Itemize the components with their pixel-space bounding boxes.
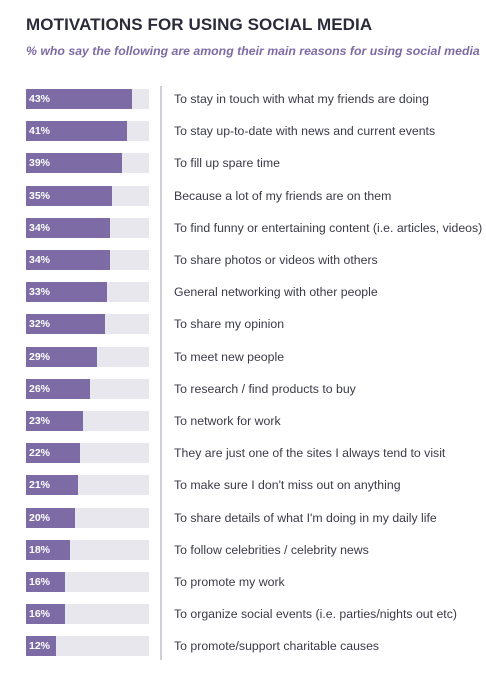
axis-divider [160, 86, 162, 660]
bar-row: 34% To find funny or entertaining content… [0, 217, 486, 238]
bar [26, 378, 90, 399]
category-label: To share my opinion [174, 317, 285, 332]
chart-subtitle: % who say the following are among their … [26, 44, 480, 58]
bar [26, 443, 81, 464]
category-label: To network for work [174, 414, 281, 428]
category-label: To promote my work [174, 575, 285, 589]
bar-value-label: 20% [29, 511, 51, 524]
bar [26, 411, 83, 431]
bar [26, 539, 71, 560]
category-label: To share details of what I'm doing in my… [174, 510, 437, 525]
bar [26, 89, 132, 109]
bar-row: 43% To stay in touch with what my friends… [0, 89, 486, 109]
bar-row: 26% To research / find products to buy [0, 378, 486, 399]
bar-row: 12% To promote/support charitable causes [0, 636, 486, 657]
category-label: To promote/support charitable causes [174, 639, 380, 654]
bar-value-label: 26% [29, 382, 51, 395]
bar-value-label: 18% [29, 543, 51, 556]
bar-row: 21% To make sure I don't miss out on anyt… [0, 475, 486, 496]
bar-row: 16% To organize social events (i.e. parti… [0, 604, 486, 625]
bar-value-label: 43% [29, 93, 51, 105]
bar-value-label: 34% [29, 221, 51, 234]
bar-value-label: 35% [29, 189, 51, 202]
bar-value-label: 39% [29, 157, 51, 170]
bar [26, 475, 78, 496]
category-label: To share photos or videos with others [174, 253, 378, 267]
bar-value-label: 34% [29, 254, 51, 266]
bar-row: 39% To fill up spare time [0, 153, 486, 174]
bar-value-label: 22% [29, 447, 51, 460]
bar-value-label: 23% [29, 415, 51, 427]
bar [26, 636, 56, 657]
category-label: They are just one of the sites I always … [174, 446, 446, 461]
category-label: Because a lot of my friends are on them [174, 188, 392, 203]
bar-row: 23% To network for work [0, 411, 486, 431]
bar-row: 35% Because a lot of my friends are on th… [0, 185, 486, 206]
bar [26, 121, 127, 142]
bar [26, 250, 110, 270]
bar-row: 33% General networking with other people [0, 282, 486, 303]
bar-value-label: 16% [29, 608, 51, 621]
bar-value-label: 21% [29, 479, 51, 492]
bar-row: 34% To share photos or videos with others [0, 250, 486, 270]
bar [26, 507, 76, 528]
bar [26, 282, 108, 303]
bar-row: 16% To promote my work [0, 572, 486, 592]
bar-row: 22% They are just one of the sites I alwa… [0, 443, 486, 464]
category-label: To research / find products to buy [174, 381, 356, 396]
bar [26, 217, 110, 238]
category-label: To organize social events (i.e. parties/… [174, 607, 457, 622]
bar-value-label: 32% [29, 318, 51, 331]
bar [26, 572, 66, 592]
category-label: To meet new people [174, 349, 285, 364]
bar-value-label: 41% [29, 125, 51, 138]
bar-row: 32% To share my opinion [0, 314, 486, 335]
chart-title: MOTIVATIONS FOR USING SOCIAL MEDIA [26, 15, 373, 34]
bar-row: 41% To stay up-to-date with news and curr… [0, 121, 486, 142]
category-label: To find funny or entertaining content (i… [174, 220, 483, 235]
bar [26, 314, 105, 335]
bar-value-label: 33% [29, 286, 51, 299]
bar-row: 29% To meet new people [0, 346, 486, 367]
bar [26, 346, 98, 367]
bar-value-label: 16% [29, 576, 51, 588]
category-label: To fill up spare time [174, 156, 280, 171]
bar-value-label: 12% [29, 640, 51, 653]
category-label: To make sure I don't miss out on anythin… [174, 478, 401, 493]
category-label: General networking with other people [174, 285, 378, 300]
bar-track [26, 636, 149, 657]
category-label: To stay in touch with what my friends ar… [174, 92, 429, 106]
bar [26, 153, 122, 174]
bar-value-label: 29% [29, 350, 51, 363]
bar [26, 604, 66, 625]
bar-row: 20% To share details of what I'm doing in… [0, 507, 486, 528]
category-label: To follow celebrities / celebrity news [174, 542, 369, 557]
category-label: To stay up-to-date with news and current… [174, 124, 436, 139]
bar [26, 185, 113, 206]
bar-row: 18% To follow celebrities / celebrity new… [0, 539, 486, 560]
